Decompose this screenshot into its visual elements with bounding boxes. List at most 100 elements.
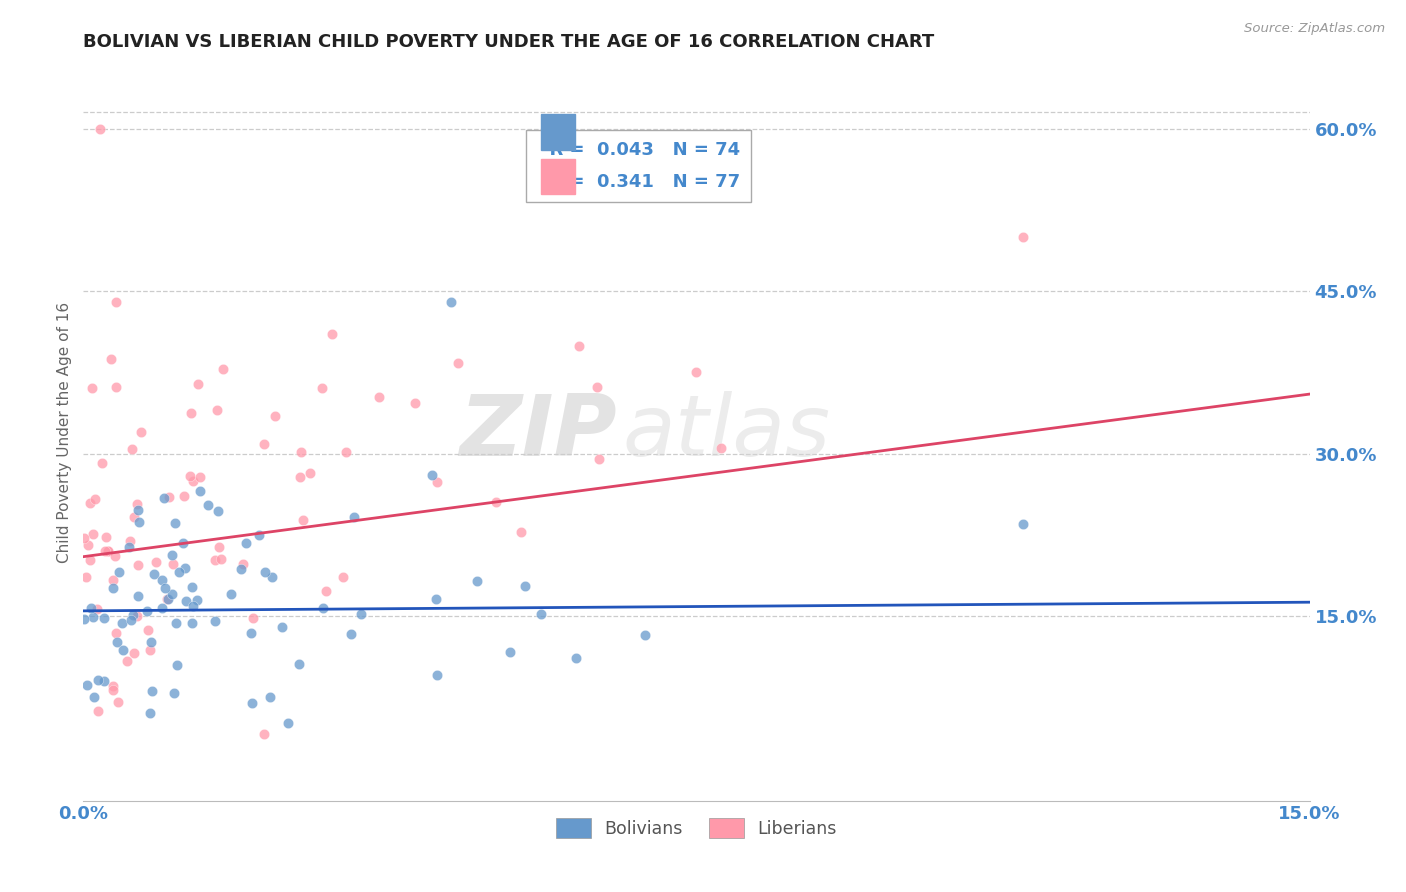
- Point: [141, 635, 163, 649]
- Point: [180, 406, 202, 420]
- Bar: [541, 159, 575, 194]
- Point: [167, 565, 190, 579]
- Text: Source: ZipAtlas.com: Source: ZipAtlas.com: [1244, 22, 1385, 36]
- Text: ZIP: ZIP: [460, 391, 617, 474]
- Text: BOLIVIAN VS LIBERIAN CHILD POVERTY UNDER THE AGE OF 16 CORRELATION CHART: BOLIVIAN VS LIBERIAN CHILD POVERTY UNDER…: [83, 33, 935, 51]
- Point: [153, 491, 176, 505]
- Point: [77, 537, 100, 551]
- Point: [79, 496, 101, 510]
- Point: [153, 582, 176, 596]
- Point: [142, 566, 165, 581]
- Point: [187, 377, 209, 392]
- Point: [259, 690, 281, 704]
- Point: [127, 589, 149, 603]
- Point: [136, 623, 159, 637]
- Point: [165, 616, 187, 631]
- Point: [139, 643, 162, 657]
- Point: [129, 425, 152, 440]
- Point: [186, 593, 208, 607]
- Point: [100, 351, 122, 366]
- Point: [181, 599, 204, 613]
- Point: [254, 565, 277, 579]
- Point: [105, 626, 128, 640]
- Point: [271, 620, 294, 634]
- Legend: Bolivians, Liberians: Bolivians, Liberians: [548, 811, 844, 845]
- Point: [447, 356, 470, 370]
- Point: [76, 678, 98, 692]
- Point: [136, 604, 159, 618]
- Point: [188, 470, 211, 484]
- Y-axis label: Child Poverty Under the Age of 16: Child Poverty Under the Age of 16: [58, 301, 72, 563]
- Point: [264, 409, 287, 423]
- Point: [101, 573, 124, 587]
- Point: [72, 612, 94, 626]
- Point: [157, 592, 180, 607]
- Point: [107, 696, 129, 710]
- Point: [509, 524, 531, 539]
- Point: [73, 531, 96, 545]
- Point: [127, 502, 149, 516]
- Point: [188, 483, 211, 498]
- Point: [157, 491, 180, 505]
- Point: [103, 682, 125, 697]
- Point: [122, 646, 145, 660]
- Point: [162, 558, 184, 572]
- Point: [104, 379, 127, 393]
- Point: [121, 442, 143, 457]
- Point: [125, 497, 148, 511]
- Point: [174, 561, 197, 575]
- Point: [332, 570, 354, 584]
- Point: [122, 607, 145, 622]
- Point: [229, 562, 252, 576]
- Point: [82, 609, 104, 624]
- Point: [287, 657, 309, 671]
- Point: [83, 690, 105, 705]
- Point: [118, 534, 141, 549]
- Text: atlas: atlas: [623, 391, 831, 474]
- Point: [117, 654, 139, 668]
- Point: [82, 527, 104, 541]
- Point: [160, 549, 183, 563]
- Point: [513, 579, 536, 593]
- Point: [312, 600, 335, 615]
- Point: [207, 540, 229, 554]
- Point: [160, 587, 183, 601]
- Point: [207, 504, 229, 518]
- Point: [290, 445, 312, 459]
- Point: [710, 441, 733, 455]
- Point: [426, 668, 449, 682]
- Point: [93, 610, 115, 624]
- Point: [440, 295, 463, 310]
- Point: [290, 470, 312, 484]
- Point: [420, 467, 443, 482]
- Point: [179, 469, 201, 483]
- Point: [173, 489, 195, 503]
- Point: [634, 628, 657, 642]
- Point: [685, 366, 707, 380]
- Point: [499, 645, 522, 659]
- Point: [163, 686, 186, 700]
- Point: [262, 570, 284, 584]
- Point: [340, 626, 363, 640]
- Point: [163, 516, 186, 530]
- Point: [94, 530, 117, 544]
- Point: [1012, 230, 1035, 244]
- Point: [79, 553, 101, 567]
- Point: [181, 474, 204, 488]
- Point: [1012, 517, 1035, 532]
- Bar: [541, 114, 575, 150]
- Point: [368, 390, 391, 404]
- Point: [122, 510, 145, 524]
- Point: [91, 456, 114, 470]
- Point: [211, 361, 233, 376]
- Point: [485, 495, 508, 509]
- Point: [172, 535, 194, 549]
- Point: [204, 614, 226, 628]
- Point: [150, 574, 173, 588]
- Text: R =  0.043   N = 74
  R =  0.341   N = 77: R = 0.043 N = 74 R = 0.341 N = 77: [537, 141, 740, 191]
- Point: [239, 626, 262, 640]
- Point: [86, 673, 108, 687]
- Point: [111, 615, 134, 630]
- Point: [235, 536, 257, 550]
- Point: [118, 540, 141, 554]
